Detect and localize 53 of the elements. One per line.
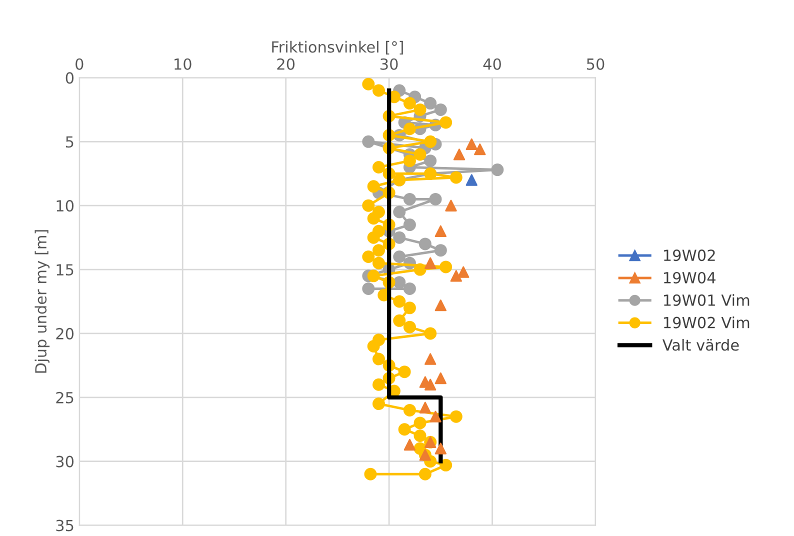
x-tick-label: 30 (380, 58, 398, 70)
point (393, 276, 406, 289)
point (434, 103, 447, 116)
point (491, 164, 504, 176)
point (458, 266, 470, 278)
point (429, 192, 442, 206)
point (424, 353, 436, 365)
point (404, 438, 416, 451)
point (403, 218, 416, 232)
x-tick-label: 50 (586, 58, 604, 70)
x-tick-label: 10 (174, 58, 192, 70)
point (430, 410, 442, 422)
legend-label: Valt värde (662, 338, 739, 351)
point (445, 200, 457, 212)
point (403, 192, 416, 206)
legend-label: 19W02 (664, 250, 715, 262)
point (393, 206, 406, 218)
y-tick-label: 15 (56, 264, 74, 276)
point (419, 402, 432, 414)
point (424, 257, 436, 269)
x-tick-label: 0 (76, 58, 84, 70)
point (474, 143, 486, 156)
point (434, 299, 447, 312)
point (434, 442, 447, 454)
legend-label: 19W04 (664, 272, 716, 284)
y-tick-label: 35 (56, 520, 74, 532)
legend-label: 19W01 Vim (664, 294, 750, 306)
y-axis-title: Djup under my [m] (34, 230, 50, 373)
point (434, 372, 447, 384)
point (424, 97, 437, 110)
legend-label: 19W02 Vim (664, 316, 750, 328)
x-axis-title: Friktionsvinkel [°] (272, 40, 403, 55)
x-tick-label: 40 (483, 58, 501, 70)
point (466, 174, 478, 186)
point (362, 135, 375, 148)
point (393, 231, 406, 244)
point (466, 138, 478, 150)
x-tick-label: 20 (277, 58, 295, 70)
y-tick-label: 0 (66, 72, 74, 84)
y-tick-label: 10 (56, 200, 74, 212)
y-tick-label: 20 (56, 328, 74, 340)
point (453, 148, 466, 160)
point (434, 244, 447, 257)
point (434, 225, 447, 238)
y-tick-label: 30 (56, 456, 74, 468)
point (403, 282, 416, 295)
y-tick-label: 5 (66, 136, 74, 148)
point (424, 154, 437, 168)
point (450, 270, 462, 282)
point (393, 250, 406, 263)
point (418, 238, 432, 250)
y-tick-label: 25 (56, 392, 74, 404)
point (362, 282, 375, 295)
